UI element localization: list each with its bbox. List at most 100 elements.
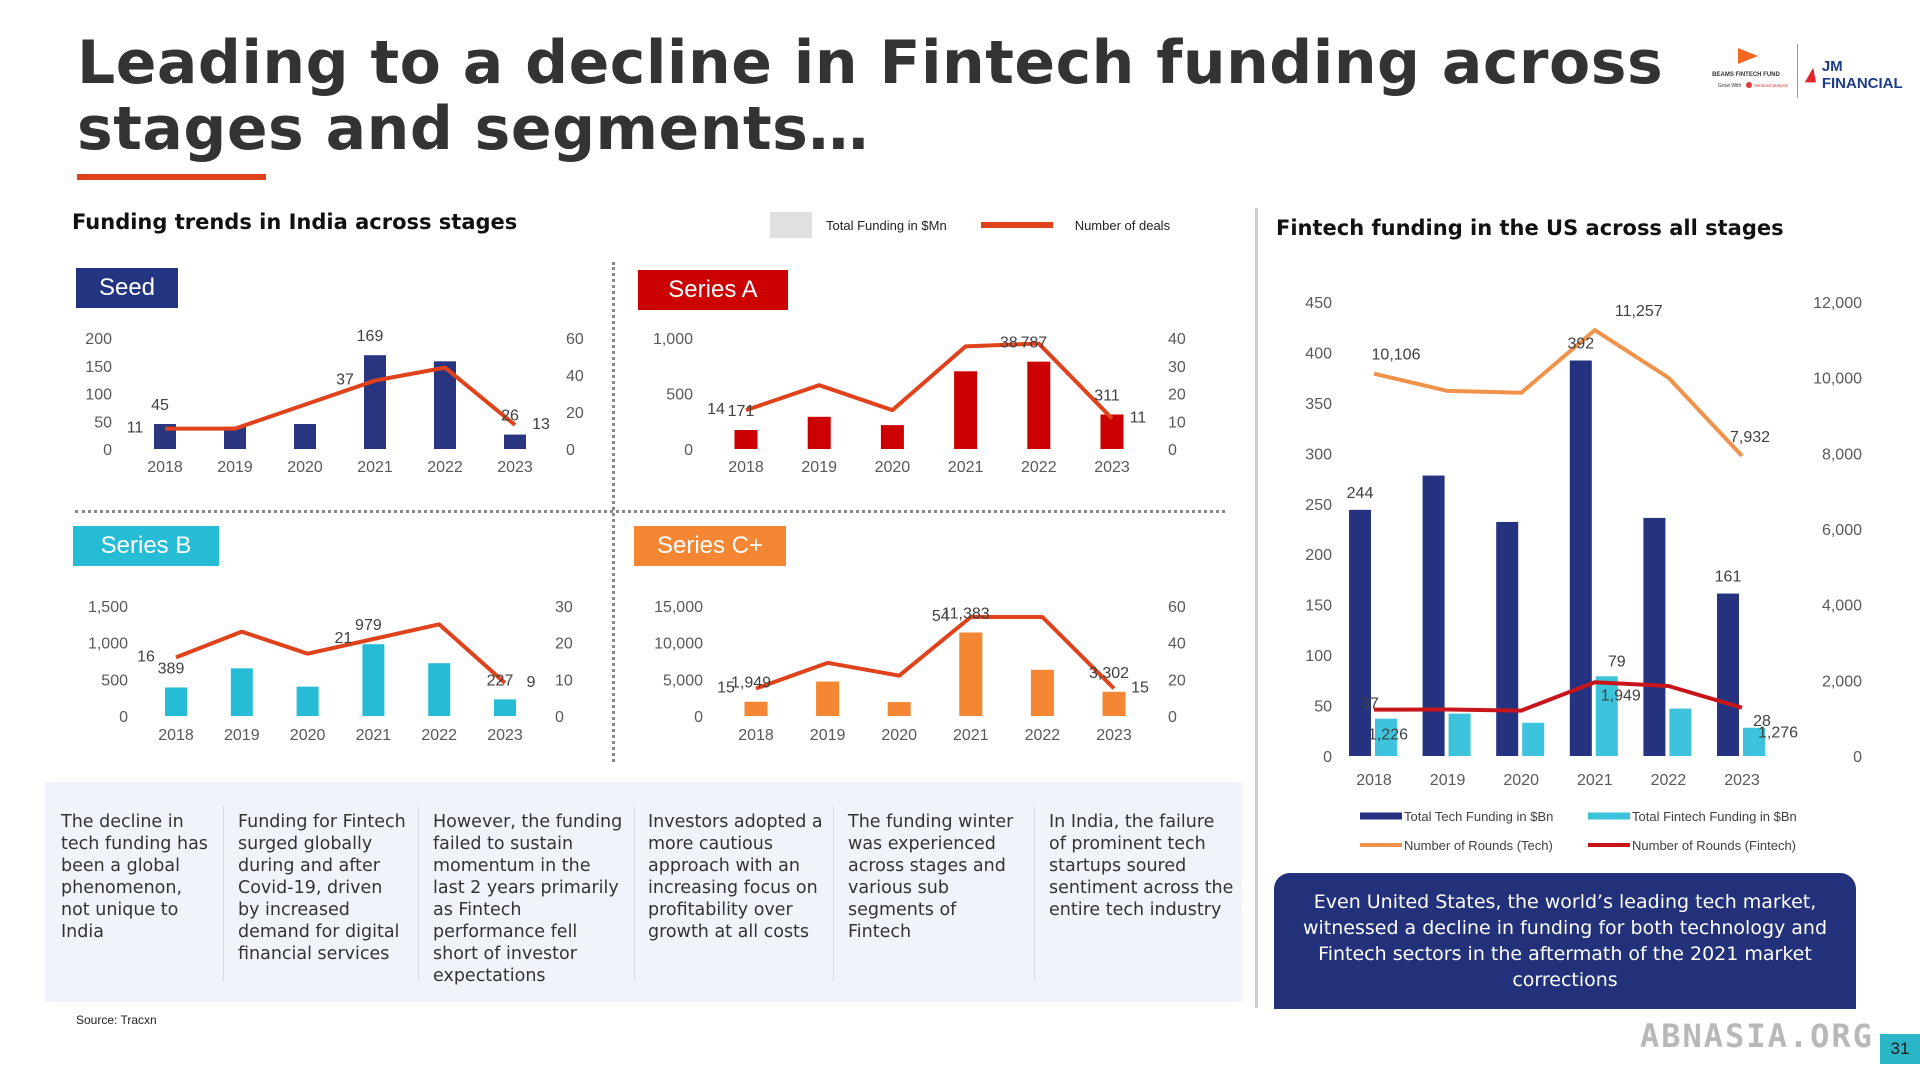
x-tick: 2018 xyxy=(147,459,183,476)
us-fintech-bar-label: 37 xyxy=(1361,696,1379,713)
note-separator xyxy=(418,806,419,981)
y-right-tick: 20 xyxy=(566,405,584,422)
us-x-tick: 2018 xyxy=(1356,772,1392,789)
line-data-label: 15 xyxy=(1131,680,1149,697)
funding-bar xyxy=(434,361,456,449)
funding-bar xyxy=(734,430,758,449)
us-y-right-tick: 0 xyxy=(1853,749,1862,766)
bar-data-label: 45 xyxy=(151,397,169,414)
line-data-label: 11 xyxy=(127,420,144,437)
funding-bar xyxy=(807,416,831,449)
y-left-tick: 150 xyxy=(85,359,112,376)
us-x-tick: 2022 xyxy=(1651,772,1687,789)
us-y-right-tick: 4,000 xyxy=(1822,598,1862,615)
jm-financial-logo: JM FINANCIAL xyxy=(1803,58,1920,92)
deals-line xyxy=(745,341,1114,420)
x-tick: 2023 xyxy=(487,727,523,744)
x-tick: 2020 xyxy=(881,727,917,744)
us-legend-swatch xyxy=(1588,843,1630,847)
svg-text:Grow With: Grow With xyxy=(1718,83,1742,89)
funding-bar xyxy=(494,699,516,716)
us-fintech-funding-bar xyxy=(1375,718,1397,756)
insight-note: In India, the failure of prominent tech … xyxy=(1049,812,1234,920)
us-tech-funding-bar xyxy=(1569,360,1592,756)
stage-label-series-b: Series B xyxy=(73,526,219,566)
funding-bar xyxy=(230,668,253,716)
y-right-tick: 0 xyxy=(1168,442,1177,459)
us-fintech-funding-bar xyxy=(1522,722,1545,756)
bar-data-label: 389 xyxy=(158,660,185,677)
line-data-label: 15 xyxy=(717,680,735,697)
line-data-label: 16 xyxy=(137,648,155,665)
title-underline xyxy=(77,174,266,180)
funding-bar xyxy=(887,702,911,716)
us-legend-swatch xyxy=(1360,812,1402,820)
india-legend: Total Funding in $Mn Number of deals xyxy=(770,212,1170,238)
us-tech-rounds-label: 11,257 xyxy=(1615,303,1663,320)
bar-data-label: 169 xyxy=(357,328,384,345)
x-tick: 2018 xyxy=(738,727,774,744)
y-right-tick: 40 xyxy=(1168,331,1186,348)
bar-data-label: 11,383 xyxy=(942,606,990,623)
us-tech-bar-label: 161 xyxy=(1715,569,1742,586)
y-right-tick: 40 xyxy=(566,368,584,385)
beams-fintech-fund-logo: BEAMS FINTECH FUND Grow With VentureCata… xyxy=(1712,48,1789,89)
legend-funding-label: Total Funding in $Mn xyxy=(826,217,947,233)
x-tick: 2020 xyxy=(875,459,911,476)
funding-bar xyxy=(1102,691,1126,716)
us-legend-swatch xyxy=(1360,843,1402,847)
x-tick: 2021 xyxy=(357,459,393,476)
us-y-right-tick: 10,000 xyxy=(1813,371,1862,388)
india-section-title: Funding trends in India across stages xyxy=(72,210,518,234)
deals-line xyxy=(755,615,1116,691)
x-tick: 2023 xyxy=(497,459,533,476)
note-separator xyxy=(833,806,834,981)
us-y-left-tick: 50 xyxy=(1314,699,1332,716)
us-x-tick: 2020 xyxy=(1503,772,1539,789)
us-y-left-tick: 350 xyxy=(1305,396,1332,413)
svg-text:VentureCatalysts: VentureCatalysts xyxy=(1754,83,1789,88)
y-right-tick: 20 xyxy=(1168,387,1186,404)
y-left-tick: 500 xyxy=(666,387,693,404)
x-tick: 2018 xyxy=(158,727,194,744)
funding-bar xyxy=(504,434,526,449)
us-fintech-funding-bar xyxy=(1595,676,1618,756)
us-x-tick: 2023 xyxy=(1724,772,1760,789)
us-x-tick: 2019 xyxy=(1430,772,1466,789)
us-y-left-tick: 200 xyxy=(1305,547,1332,564)
us-y-left-tick: 100 xyxy=(1305,648,1332,665)
bar-data-label: 311 xyxy=(1094,387,1120,404)
us-section-title: Fintech funding in the US across all sta… xyxy=(1276,216,1784,240)
us-y-left-tick: 0 xyxy=(1323,749,1332,766)
line-data-label: 37 xyxy=(336,372,354,389)
us-tech-funding-bar xyxy=(1349,509,1371,756)
us-tech-rounds-label: 7,932 xyxy=(1730,429,1770,446)
quadrant-divider-horizontal xyxy=(75,510,1225,513)
line-data-label: 14 xyxy=(707,401,725,418)
x-tick: 2023 xyxy=(1094,459,1130,476)
x-tick: 2019 xyxy=(224,727,260,744)
y-right-tick: 30 xyxy=(1168,359,1186,376)
y-left-tick: 500 xyxy=(101,672,128,689)
y-right-tick: 0 xyxy=(566,442,575,459)
note-separator xyxy=(223,806,224,981)
y-left-tick: 0 xyxy=(119,709,128,726)
us-y-right-tick: 12,000 xyxy=(1813,295,1862,312)
x-tick: 2023 xyxy=(1096,727,1132,744)
x-tick: 2019 xyxy=(810,727,846,744)
insight-note: The funding winter was experienced acros… xyxy=(848,812,1014,942)
x-tick: 2022 xyxy=(427,459,463,476)
deals-line xyxy=(175,622,507,685)
x-tick: 2018 xyxy=(728,459,764,476)
page-number: 31 xyxy=(1880,1034,1920,1064)
line-data-label: 9 xyxy=(527,674,536,691)
logo-divider xyxy=(1797,44,1798,98)
section-divider xyxy=(1255,208,1258,1008)
line-data-label: 21 xyxy=(335,630,353,647)
note-separator xyxy=(1034,806,1035,981)
source-note: Source: Tracxn xyxy=(76,1013,157,1027)
us-y-right-tick: 2,000 xyxy=(1822,673,1862,690)
y-right-tick: 0 xyxy=(1168,709,1177,726)
x-tick: 2021 xyxy=(953,727,989,744)
